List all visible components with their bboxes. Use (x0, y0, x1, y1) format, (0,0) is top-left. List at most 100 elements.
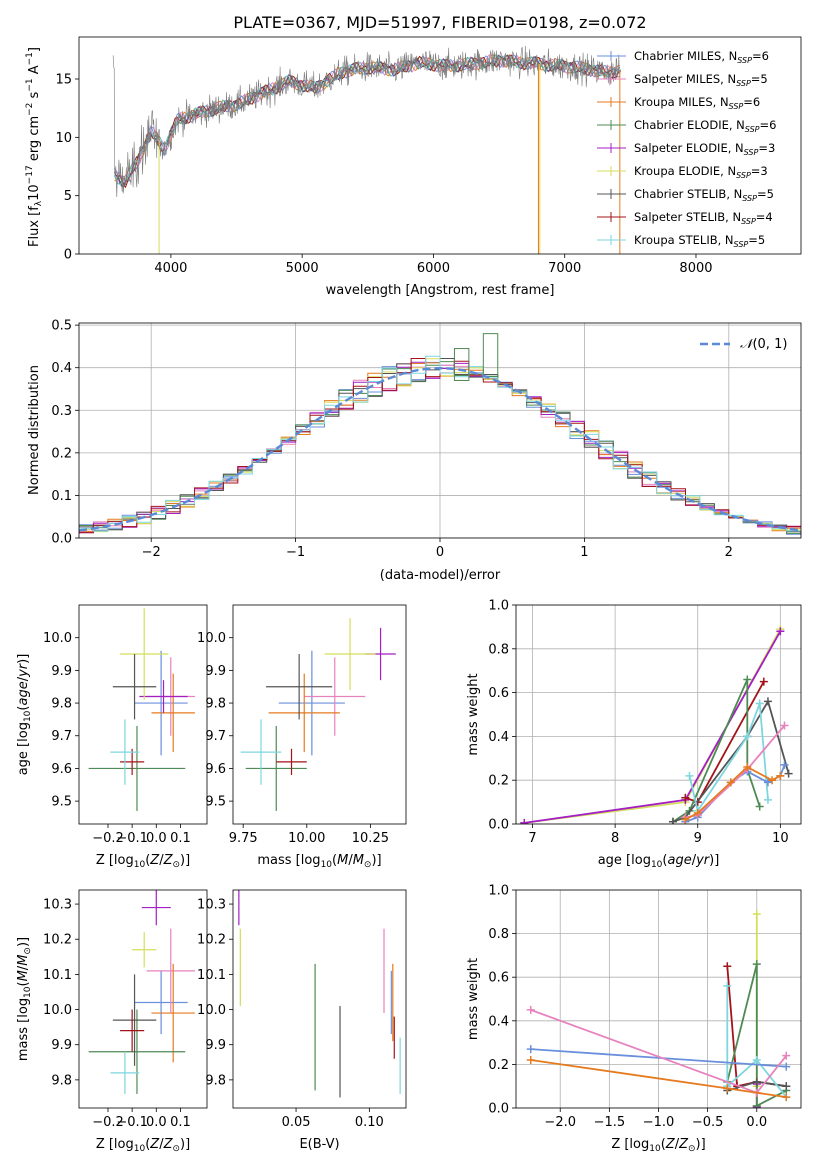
weight-marker-KS (755, 699, 764, 708)
y-axis-label: age [log10(age/yr)] (16, 654, 33, 776)
y-tick-label: 0.4 (51, 361, 72, 376)
label-part: ( (145, 1137, 150, 1152)
x-axis-label: wavelength [Angstrom, rest frame] (326, 283, 555, 298)
weight-marker-CE (752, 960, 761, 969)
legend-text: Salpeter MILES, N (634, 72, 736, 86)
weight-marker-SS (681, 793, 690, 802)
panel-mass_vs_Z: −0.2−0.10.0 0.1 9.8 9.9 10.0 10.1 10.2 10.3 Z [l… (16, 889, 208, 1154)
x-axis-label: E(B-V) (299, 1137, 339, 1152)
legend-sub: SSP (737, 56, 752, 65)
weight-marker-CM (763, 778, 772, 787)
label-part: A (27, 65, 42, 78)
x-tick-label: −0.1 (116, 831, 148, 846)
label-part: / (16, 676, 31, 681)
y-tick-label: 0.0 (488, 818, 509, 833)
x-axis-label: (data-model)/error (380, 568, 501, 583)
label-part: −1 (25, 52, 35, 65)
label-part: ⊙ (172, 1144, 180, 1154)
x-tick-label: 9 (694, 831, 702, 846)
label-part: Z [log (96, 1137, 134, 1152)
plot-area (516, 890, 801, 1108)
label-part: ( (332, 853, 337, 868)
legend-label-CS: Chabrier STELIB, NSSP=5 (634, 187, 774, 203)
figure-title: PLATE=0367, MJD=51997, FIBERID=0198, z=0… (233, 13, 646, 32)
y-tick-label: 0.2 (488, 774, 509, 789)
y-tick-label: 9.8 (51, 697, 72, 712)
y-tick-label: 9.9 (205, 1038, 226, 1053)
legend-sub: SSP (742, 194, 757, 203)
legend-label-CM: Chabrier MILES, NSSP=6 (634, 49, 769, 65)
y-axis-label: mass [log10(M/M⊙)] (16, 937, 33, 1061)
label-part: ( (661, 1137, 666, 1152)
label-part: yr (16, 662, 31, 678)
panel-spectrum: 4000 5000 6000 7000 8000 0 5 10 15 wavelength [An… (25, 36, 802, 298)
label-part: 10 (649, 1144, 661, 1154)
axes-frame (78, 36, 802, 255)
weight-marker-CM (782, 1062, 791, 1071)
weight-marker-KM (743, 763, 752, 772)
legend-text: Chabrier ELODIE, N (634, 118, 745, 132)
x-tick-label: 2 (725, 545, 733, 560)
legend-n: =3 (758, 141, 775, 155)
x-tick-label: −1.0 (643, 1115, 675, 1130)
x-tick-label: 0.05 (282, 1115, 311, 1130)
plot-area (516, 605, 801, 824)
weight-marker-KM (526, 1056, 535, 1065)
legend-sub: SSP (741, 217, 756, 226)
y-tick-label: 10.2 (197, 933, 226, 948)
y-axis-label: mass weight (466, 673, 481, 755)
y-tick-label: 9.8 (205, 697, 226, 712)
weight-marker-SM (782, 1051, 791, 1060)
label-part: / (159, 1137, 164, 1152)
y-tick-label: 10.1 (197, 968, 226, 983)
weight-marker-KS (752, 1056, 761, 1065)
legend-args: (0, 1) (752, 337, 787, 352)
y-tick-label: 0.2 (51, 446, 72, 461)
weight-marker-SE (776, 627, 785, 636)
label-part: / (348, 853, 353, 868)
x-tick-label: 0.0 (146, 1115, 167, 1130)
weight-marker-KS (743, 732, 752, 741)
legend-sub: SSP (729, 102, 744, 111)
legend: 𝒩(0, 1) (700, 337, 787, 352)
label-part: )] (16, 654, 31, 664)
y-tick-label: 10.3 (43, 898, 72, 913)
label-part: Z (163, 1137, 174, 1152)
x-axis-label: Z [log10(Z/Z⊙)] (96, 853, 190, 870)
x-tick-label: 1 (580, 545, 588, 560)
y-tick-label: 9.9 (205, 664, 226, 679)
weight-marker-KS (723, 981, 732, 990)
label-part: ⊙ (23, 947, 33, 955)
label-part: yr (695, 853, 711, 868)
axes-frame (515, 889, 802, 1109)
label-part: / (159, 853, 164, 868)
legend-n: =4 (756, 210, 773, 224)
weight-marker-CS (782, 1082, 791, 1091)
label-part: 10 (134, 860, 146, 870)
legend-text: Chabrier MILES, N (634, 49, 737, 63)
y-tick-label: 9.6 (205, 762, 226, 777)
plot-area (79, 323, 801, 538)
legend-sub: SSP (734, 240, 749, 249)
weight-marker-KM (768, 776, 777, 785)
weight-marker-KM (723, 1084, 732, 1093)
label-part: s (27, 91, 42, 102)
label-part: )] (180, 853, 190, 868)
plot-area (240, 618, 396, 811)
legend-sub: SSP (744, 148, 759, 157)
y-tick-label: 10 (55, 131, 72, 146)
data-spectrum (112, 45, 622, 198)
label-part: E(B-V) (299, 1137, 339, 1152)
y-tick-label: 9.8 (205, 1073, 226, 1088)
x-tick-label: 9.75 (229, 831, 258, 846)
x-tick-label: 0.0 (146, 831, 167, 846)
label-part: M (337, 853, 348, 868)
axes-frame (232, 889, 407, 1109)
label-part: −2 (25, 103, 35, 116)
plot-area (88, 890, 195, 1094)
x-axis-label: Z [log10(Z/Z⊙)] (611, 1137, 705, 1154)
x-tick-label: 0.10 (355, 1115, 384, 1130)
x-tick-label: −0.1 (116, 1115, 148, 1130)
label-part: ( (16, 706, 31, 711)
